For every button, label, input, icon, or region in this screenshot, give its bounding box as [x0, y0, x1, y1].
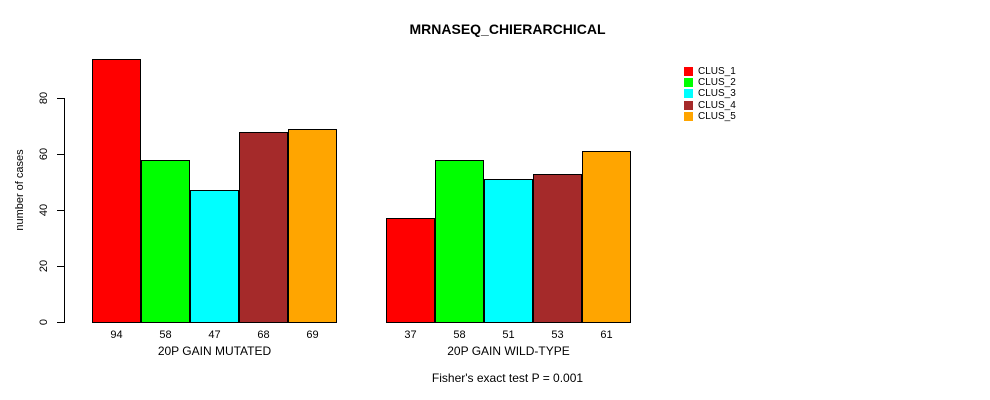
legend-swatch-clus_4: [684, 100, 693, 110]
legend-row: CLUS_1: [684, 66, 736, 77]
bar-value-label: 58: [159, 329, 172, 341]
bar-clus_3: [190, 190, 239, 323]
legend: CLUS_1 CLUS_2 CLUS_3 CLUS_4 CLUS_5: [684, 66, 736, 122]
legend-label: CLUS_1: [698, 66, 736, 78]
bar-clus_4: [239, 131, 288, 323]
y-tick: [57, 154, 64, 155]
legend-row: CLUS_5: [684, 111, 736, 122]
chart-title: MRNASEQ_CHIERARCHICAL: [409, 21, 606, 37]
bar-clus_1: [92, 58, 141, 323]
legend-swatch-clus_1: [684, 67, 693, 77]
y-tick: [57, 266, 64, 267]
y-tick-label: 60: [38, 147, 50, 161]
y-tick: [57, 210, 64, 211]
bar-value-label: 58: [453, 329, 466, 341]
bar-value-label: 61: [600, 329, 613, 341]
legend-row: CLUS_2: [684, 77, 736, 88]
y-tick-label: 40: [38, 203, 50, 217]
legend-label: CLUS_4: [698, 99, 736, 111]
legend-swatch-clus_3: [684, 89, 693, 99]
y-tick-label: 20: [38, 259, 50, 273]
legend-row: CLUS_4: [684, 100, 736, 111]
bar-clus_1: [386, 218, 435, 323]
legend-row: CLUS_3: [684, 88, 736, 99]
bar-value-label: 47: [208, 329, 221, 341]
bar-value-label: 51: [502, 329, 515, 341]
y-tick: [57, 98, 64, 99]
y-axis: [64, 98, 65, 323]
bar-value-label: 68: [257, 329, 270, 341]
bar-value-label: 94: [110, 329, 123, 341]
bar-value-label: 69: [306, 329, 319, 341]
bar-clus_2: [435, 159, 484, 323]
legend-label: CLUS_5: [698, 110, 736, 122]
bar-clus_4: [533, 173, 582, 323]
bar-clus_3: [484, 179, 533, 323]
bar-clus_5: [288, 128, 337, 323]
x-category-label: 20P GAIN WILD-TYPE: [447, 344, 570, 358]
legend-label: CLUS_2: [698, 77, 736, 89]
bar-clus_5: [582, 151, 631, 323]
legend-swatch-clus_2: [684, 78, 693, 88]
y-tick: [57, 322, 64, 323]
y-tick-label: 80: [38, 91, 50, 105]
legend-label: CLUS_3: [698, 88, 736, 100]
bar-value-label: 53: [551, 329, 564, 341]
footer-note: Fisher's exact test P = 0.001: [431, 371, 584, 385]
legend-swatch-clus_5: [684, 111, 693, 121]
bar-clus_2: [141, 159, 190, 323]
x-category-label: 20P GAIN MUTATED: [157, 344, 272, 358]
bar-value-label: 37: [404, 329, 417, 341]
y-tick-label: 0: [38, 318, 50, 326]
